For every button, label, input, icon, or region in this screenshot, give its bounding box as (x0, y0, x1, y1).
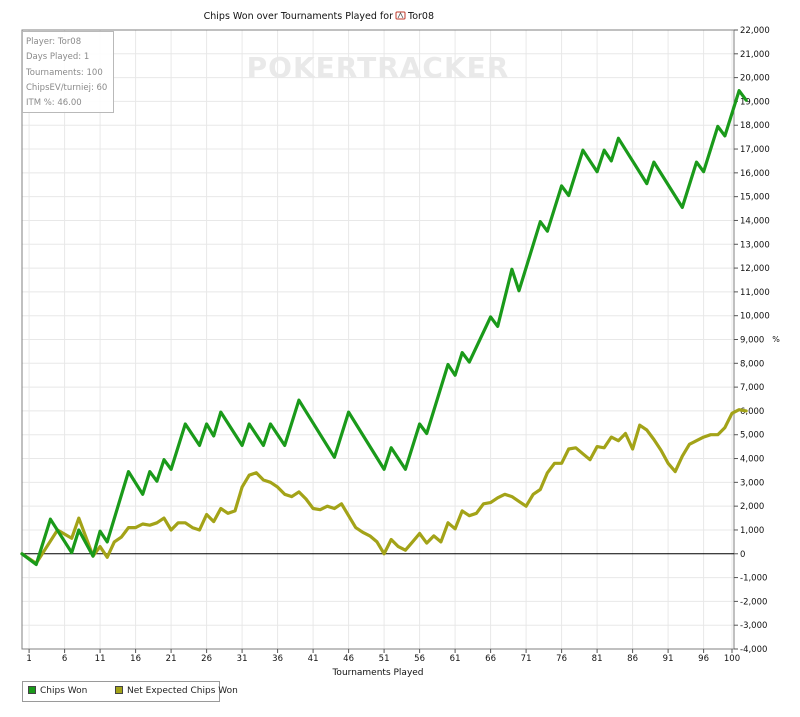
x-tick-label: 16 (130, 654, 141, 664)
y-tick-label: -1,000 (740, 574, 767, 584)
legend-label-chips-won: Chips Won (40, 686, 88, 696)
y-tick-label: 1,000 (740, 526, 764, 536)
x-tick-label: 76 (556, 654, 567, 664)
y-tick-label: 17,000 (740, 145, 770, 155)
y-tick-label: 0 (740, 550, 745, 560)
legend-item-chips-won[interactable]: Chips Won (28, 686, 87, 696)
info-chipsev: ChipsEV/turniej: 60 (26, 82, 108, 93)
x-tick-label: 11 (95, 654, 106, 664)
series-layer (20, 89, 748, 567)
info-days-played: Days Played: 1 (26, 52, 90, 63)
y-tick-label: 21,000 (740, 50, 770, 60)
y-tick-label: 5,000 (740, 431, 764, 441)
x-tick-label: 31 (237, 654, 248, 664)
y-tick-label: -3,000 (740, 621, 767, 631)
watermark-logo: POKERTRACKER (247, 51, 510, 84)
legend: Chips Won Net Expected Chips Won (22, 681, 238, 702)
x-tick-label: 66 (485, 654, 496, 664)
y-tick-label: 16,000 (740, 169, 770, 179)
y-tick-label: -2,000 (740, 597, 767, 607)
legend-item-net-expected[interactable]: Net Expected Chips Won (115, 686, 238, 696)
x-tick-label: 100 (724, 654, 740, 664)
y-tick-label: 4,000 (740, 455, 764, 465)
info-tournaments: Tournaments: 100 (26, 67, 103, 78)
x-tick-label: 21 (166, 654, 177, 664)
x-tick-label: 96 (698, 654, 709, 664)
x-tick-label: 61 (450, 654, 461, 664)
legend-swatch-chips-won (28, 686, 36, 694)
x-tick-label: 86 (627, 654, 638, 664)
x-tick-label: 91 (663, 654, 674, 664)
series-line-net-expected (20, 408, 748, 565)
info-player: Player: Tor08 (26, 37, 82, 47)
x-tick-label: 41 (308, 654, 319, 664)
y-tick-label: 14,000 (740, 216, 770, 226)
y-tick-label: 11,000 (740, 288, 770, 298)
chart-title-group: Chips Won over Tournaments Played for To… (204, 11, 434, 22)
grid-layer (22, 29, 734, 650)
y-tick-label: 10,000 (740, 312, 770, 322)
y-tick-label: 22,000 (740, 26, 770, 36)
legend-swatch-net-expected (115, 686, 123, 694)
chart-title-player: Tor08 (407, 11, 434, 22)
x-tick-label: 71 (521, 654, 532, 664)
x-tick-label: 26 (201, 654, 212, 664)
y2-axis-label: % (772, 335, 780, 344)
y-tick-label: 20,000 (740, 74, 770, 84)
player-info-box: Player: Tor08 Days Played: 1 Tournaments… (22, 31, 114, 113)
y-tick-label: 15,000 (740, 193, 770, 203)
y-tick-label: 2,000 (740, 502, 764, 512)
y-tick-label: 19,000 (740, 97, 770, 107)
x-tick-label: 51 (379, 654, 390, 664)
axis-layer: 22,00021,00020,00019,00018,00017,00016,0… (22, 26, 770, 664)
x-tick-label: 81 (592, 654, 603, 664)
x-tick-label: 6 (62, 654, 67, 664)
legend-label-net-expected: Net Expected Chips Won (127, 686, 238, 696)
y-tick-label: 3,000 (740, 478, 764, 488)
series-line-chips-won (20, 89, 748, 567)
x-tick-label: 56 (414, 654, 425, 664)
y-tick-label: 18,000 (740, 121, 770, 131)
y-tick-label: 6,000 (740, 407, 764, 417)
x-axis-label: Tournaments Played (331, 668, 423, 678)
y-tick-label: 13,000 (740, 240, 770, 250)
x-tick-label: 36 (272, 654, 283, 664)
y-tick-label: -4,000 (740, 645, 767, 655)
y-tick-label: 7,000 (740, 383, 764, 393)
x-tick-label: 46 (343, 654, 354, 664)
x-tick-label: 1 (26, 654, 31, 664)
y-tick-label: 12,000 (740, 264, 770, 274)
info-itm: ITM %: 46.00 (26, 98, 82, 109)
pokerstars-icon (395, 11, 406, 20)
chart-title: Chips Won over Tournaments Played for (204, 11, 393, 22)
y-tick-label: 9,000 (740, 336, 764, 346)
y-tick-label: 8,000 (740, 359, 764, 369)
